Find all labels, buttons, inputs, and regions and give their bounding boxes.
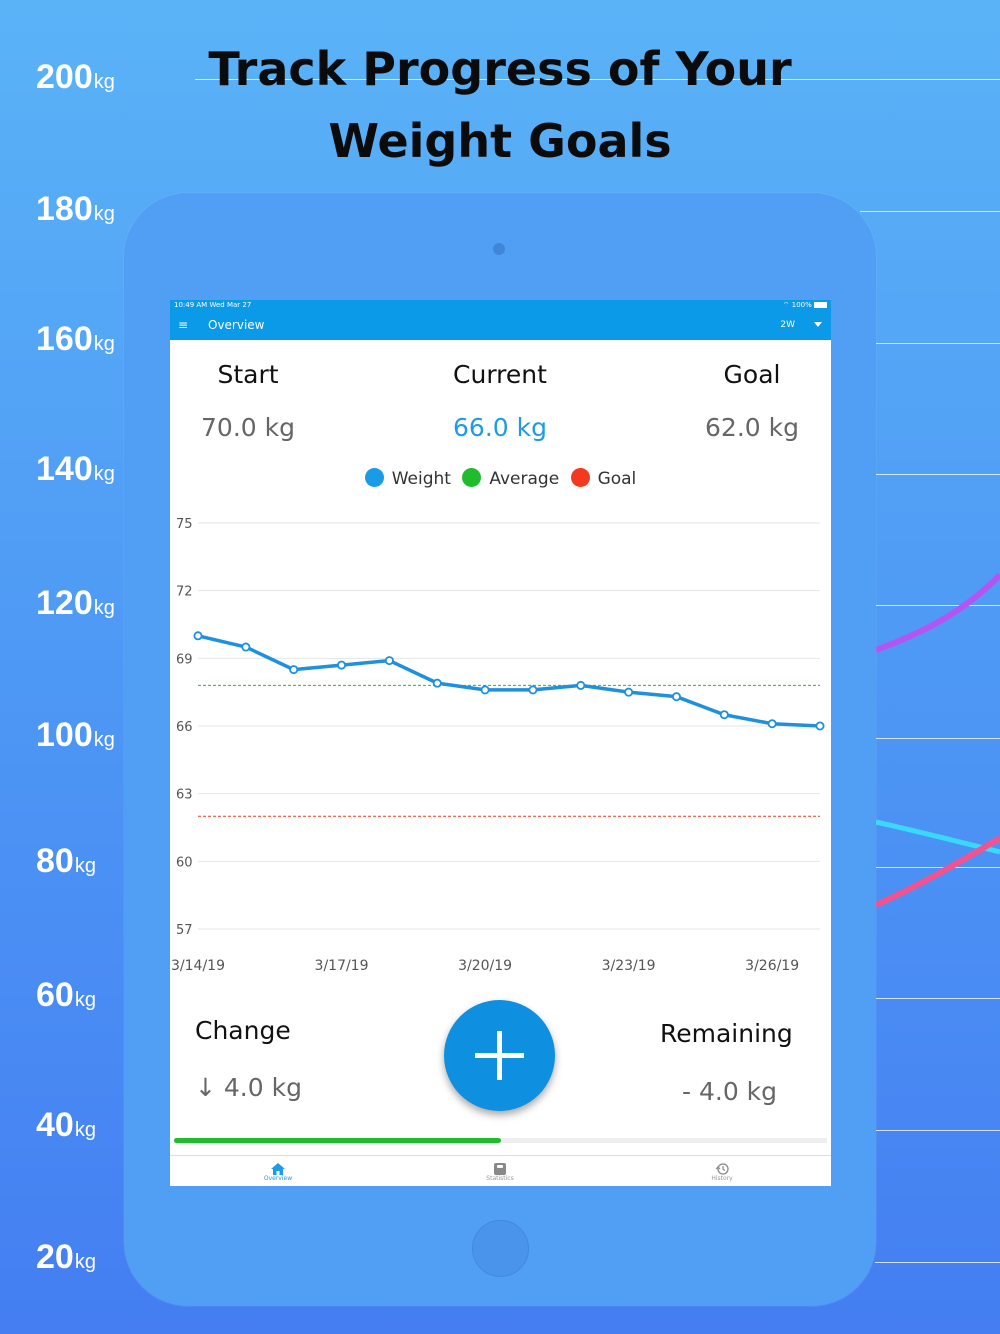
tab-history[interactable]: History	[662, 1156, 782, 1183]
tab-overview[interactable]: Overview	[218, 1156, 338, 1183]
status-battery: ⌔ 100%	[783, 300, 827, 310]
x-tick-label: 3/20/19	[458, 958, 512, 974]
home-button[interactable]	[472, 1220, 529, 1277]
weight-data-point	[576, 680, 586, 690]
goal-progress-bar	[174, 1138, 827, 1143]
goal-progress-fill	[174, 1138, 501, 1143]
weight-data-point	[671, 692, 681, 702]
scale-label: 80kg	[36, 842, 96, 880]
scale-line	[195, 79, 1000, 80]
tab-statistics[interactable]: Statistics	[440, 1156, 560, 1183]
scale-line	[875, 1262, 1000, 1263]
weight-data-point	[289, 665, 299, 675]
weight-data-point	[719, 710, 729, 720]
wifi-icon: ⌔	[782, 301, 790, 309]
y-tick-label: 63	[176, 788, 193, 803]
legend-weight: Weight	[364, 468, 451, 489]
weight-series-line	[197, 634, 821, 728]
weight-data-point	[193, 631, 203, 641]
legend-goal-dot	[570, 468, 590, 487]
scale-label: 20kg	[36, 1238, 96, 1276]
scale-label: 40kg	[36, 1106, 96, 1144]
scale-label: 160kg	[36, 320, 115, 358]
weight-data-point	[337, 660, 347, 670]
current-stat: Current 66.0 kg	[400, 360, 600, 442]
scale-label: 120kg	[36, 584, 115, 622]
scale-icon	[494, 1163, 506, 1175]
weight-data-point	[767, 719, 777, 729]
x-tick-label: 3/23/19	[602, 958, 656, 974]
battery-icon	[814, 302, 827, 308]
remaining-label: Remaining	[660, 1019, 793, 1048]
current-value: 66.0 kg	[453, 413, 547, 442]
goal-label: Goal	[723, 360, 781, 389]
start-value: 70.0 kg	[201, 413, 295, 442]
goal-value: 62.0 kg	[705, 413, 799, 442]
headline-line-2: Weight Goals	[328, 114, 672, 168]
legend-average: Average	[462, 468, 559, 489]
weight-data-point	[815, 721, 825, 731]
headline-line-1: Track Progress of Your	[208, 42, 792, 96]
y-tick-label: 69	[176, 652, 193, 667]
x-tick-label: 3/26/19	[745, 958, 799, 974]
y-tick-label: 66	[176, 720, 193, 735]
current-label: Current	[453, 360, 547, 389]
chart-legend: Weight Average Goal	[170, 468, 831, 489]
status-time: 10:49 AM Wed Mar 27	[174, 301, 252, 309]
scale-line	[860, 211, 1000, 212]
scale-line	[875, 998, 1000, 999]
plus-icon-vertical	[497, 1031, 502, 1080]
legend-weight-dot	[364, 468, 384, 487]
app-bar: ≡ Overview 2W	[170, 310, 831, 340]
home-icon	[271, 1163, 285, 1175]
weight-data-point	[624, 687, 634, 697]
scale-line	[875, 474, 1000, 475]
scale-line	[875, 605, 1000, 606]
weight-data-point	[241, 642, 251, 652]
scale-label: 140kg	[36, 450, 115, 488]
app-bar-title: Overview	[208, 318, 265, 332]
x-tick-label: 3/17/19	[315, 958, 369, 974]
history-icon	[715, 1163, 729, 1175]
y-tick-label: 60	[176, 855, 193, 870]
scale-label: 100kg	[36, 716, 115, 754]
y-tick-label: 72	[176, 585, 193, 600]
goal-stat: Goal 62.0 kg	[652, 360, 831, 442]
chevron-down-icon[interactable]	[814, 322, 822, 327]
x-tick-label: 3/14/19	[171, 958, 225, 974]
start-stat: Start 70.0 kg	[170, 360, 348, 442]
camera-dot	[493, 243, 505, 255]
legend-average-dot	[462, 468, 482, 487]
weight-data-point	[432, 678, 442, 688]
scale-label: 60kg	[36, 976, 96, 1014]
y-tick-label: 57	[176, 923, 193, 938]
remaining-value: - 4.0 kg	[682, 1077, 778, 1106]
scale-line	[875, 867, 1000, 868]
scale-label: 200kg	[36, 58, 115, 96]
status-bar: 10:49 AM Wed Mar 27 ⌔ 100%	[170, 300, 831, 310]
weight-chart: 75 72 69 66 63 60 57 3/14/19 3/17/19 3/20/19 3/23/…	[171, 517, 825, 974]
tab-bar: Overview Statistics History	[170, 1155, 831, 1186]
scale-line	[875, 738, 1000, 739]
scale-line	[875, 1130, 1000, 1131]
change-value: ↓ 4.0 kg	[195, 1073, 302, 1102]
scale-line	[875, 343, 1000, 344]
app-screen: 10:49 AM Wed Mar 27 ⌔ 100% ≡ Overview 2W…	[170, 300, 831, 1186]
range-selector[interactable]: 2W	[780, 320, 795, 330]
menu-icon[interactable]: ≡	[178, 318, 189, 332]
add-weight-button[interactable]	[444, 1000, 555, 1111]
change-label: Change	[195, 1016, 291, 1045]
weight-data-point	[528, 685, 538, 695]
scale-label: 180kg	[36, 190, 115, 228]
start-label: Start	[217, 360, 279, 389]
weight-data-point	[384, 656, 394, 666]
weight-data-point	[480, 685, 490, 695]
y-tick-label: 75	[176, 517, 193, 532]
legend-goal: Goal	[570, 468, 636, 489]
